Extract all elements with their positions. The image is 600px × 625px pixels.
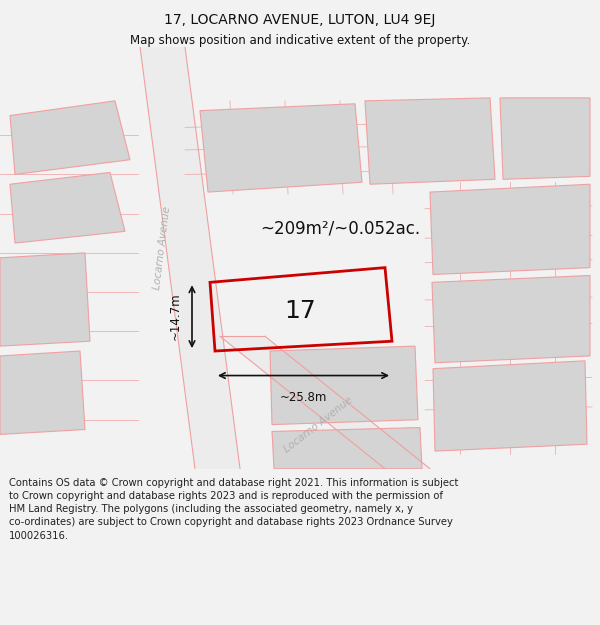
Polygon shape [10,173,125,243]
Text: 17, LOCARNO AVENUE, LUTON, LU4 9EJ: 17, LOCARNO AVENUE, LUTON, LU4 9EJ [164,13,436,27]
Text: Contains OS data © Crown copyright and database right 2021. This information is : Contains OS data © Crown copyright and d… [9,478,458,541]
Polygon shape [10,101,130,174]
Polygon shape [365,98,495,184]
Polygon shape [500,98,590,179]
Polygon shape [432,276,590,362]
Text: Locarno Avenue: Locarno Avenue [152,206,172,290]
Polygon shape [0,253,90,346]
Text: Locarno Avenue: Locarno Avenue [282,395,354,454]
Polygon shape [430,184,590,274]
Text: ~25.8m: ~25.8m [280,391,327,404]
Polygon shape [270,346,418,424]
Polygon shape [200,104,362,192]
Text: 17: 17 [284,299,316,322]
Text: ~209m²/~0.052ac.: ~209m²/~0.052ac. [260,219,420,238]
Polygon shape [140,47,240,469]
Polygon shape [0,351,85,434]
Polygon shape [433,361,587,451]
Text: ~14.7m: ~14.7m [169,293,182,341]
Polygon shape [272,428,422,469]
Text: Map shows position and indicative extent of the property.: Map shows position and indicative extent… [130,34,470,47]
Polygon shape [220,336,430,469]
